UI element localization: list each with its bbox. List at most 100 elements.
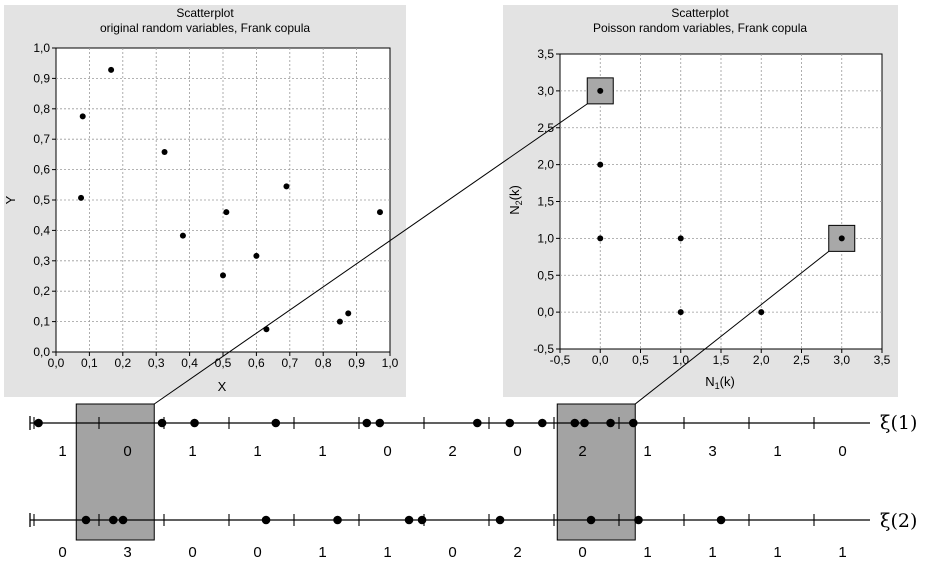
right-y-label-sub: 2 — [514, 200, 524, 205]
interval-count-label: 2 — [578, 443, 586, 460]
left-x-axis-label: X — [218, 379, 227, 394]
p1-x-tick-label: 0,0 — [48, 356, 65, 370]
interval-count-label: 1 — [58, 443, 66, 460]
event-point — [417, 515, 427, 525]
event-point — [375, 418, 385, 428]
left-tick-labels: 0,0 0,1 0,2 0,3 0,4 0,5 0,6 0,7 0,8 0,9 1,0 0,0 0,1 0… — [33, 41, 398, 370]
p2-data-point — [677, 235, 684, 242]
event-point — [34, 418, 43, 428]
p2-y-tick-label: 3,0 — [537, 84, 554, 98]
p1-data-point — [78, 194, 85, 201]
p2-y-tick-label: 1,0 — [537, 231, 554, 245]
poisson-timeline: 1 0 1 1 1 0 2 0 2 1 3 1 0 0 3 0 0 1 1 0 2 0 1 1 1 1 ξ(1) ξ(2) — [29, 403, 917, 561]
right-gridlines — [556, 53, 883, 353]
p1-x-tick-label: 0,4 — [181, 356, 198, 370]
p1-y-tick-label: 0,9 — [33, 71, 50, 85]
p1-x-tick-label: 0,8 — [315, 356, 332, 370]
p2-data-point — [597, 161, 604, 168]
event-point — [586, 515, 596, 525]
p2-data-point — [597, 235, 604, 242]
event-point — [505, 418, 515, 428]
p2-data-point — [677, 309, 684, 316]
interval-count-label: 1 — [318, 443, 326, 460]
p2-y-tick-label: 2,5 — [537, 121, 554, 135]
event-point — [333, 515, 342, 525]
interval-count-label: 0 — [58, 544, 66, 561]
interval-count-label: 3 — [123, 544, 131, 561]
interval-count-label: 2 — [513, 544, 521, 561]
interval-count-label: 1 — [643, 443, 651, 460]
interval-count-label: 1 — [253, 443, 261, 460]
interval-count-label: 1 — [708, 544, 716, 561]
event-point — [473, 418, 482, 428]
left-title: Scatterplot — [176, 6, 234, 20]
timeline-row-xi1: 1 0 1 1 1 0 2 0 2 1 3 1 0 — [29, 416, 870, 460]
interval-count-label: 3 — [708, 443, 716, 460]
left-scatter-panel: 0,0 0,1 0,2 0,3 0,4 0,5 0,6 0,7 0,8 0,9 1,0 0,0 0,1 0… — [3, 5, 406, 397]
p1-y-tick-label: 0,8 — [33, 102, 50, 116]
event-point — [580, 418, 589, 428]
event-point — [629, 418, 638, 428]
p1-x-tick-label: 0,3 — [148, 356, 165, 370]
left-subtitle: original random variables, Frank copula — [100, 21, 310, 35]
interval-count-label: 1 — [318, 544, 326, 561]
event-point — [81, 515, 91, 525]
interval-count-label: 0 — [383, 443, 391, 460]
p1-y-tick-label: 0,7 — [33, 132, 50, 146]
p1-data-point — [253, 252, 260, 259]
event-point — [362, 418, 372, 428]
p1-data-point — [345, 310, 352, 317]
event-point — [109, 515, 118, 525]
p1-data-point — [283, 183, 290, 190]
right-x-axis-label: N1(k) — [705, 374, 735, 391]
right-scatter-panel: -0,5 0,0 0,5 1,0 1,5 2,0 2,5 3,0 3,5 -0,5 0,0 0,5 1,… — [503, 5, 898, 397]
p1-x-tick-label: 1,0 — [382, 356, 399, 370]
left-gridlines — [52, 47, 391, 356]
p1-data-point — [79, 113, 86, 120]
right-data-points — [586, 77, 856, 316]
interval-count-label: 1 — [773, 443, 781, 460]
p2-x-tick-label: 0,5 — [632, 353, 649, 367]
event-point — [261, 515, 271, 525]
p2-x-tick-label: 1,5 — [713, 353, 730, 367]
p2-x-tick-label: -0,5 — [550, 353, 571, 367]
p2-y-tick-label: 0,5 — [537, 268, 554, 282]
left-y-axis-label: Y — [3, 195, 18, 204]
p2-x-tick-label: 0,0 — [592, 353, 609, 367]
p2-data-point — [597, 87, 604, 94]
right-tick-labels: -0,5 0,0 0,5 1,0 1,5 2,0 2,5 3,0 3,5 -0,5 0,0 0,5 1,… — [533, 47, 890, 367]
p1-data-point — [179, 232, 186, 239]
p2-y-tick-label: -0,5 — [533, 342, 554, 356]
p1-y-tick-label: 0,1 — [33, 315, 50, 329]
event-point — [495, 515, 505, 525]
connector-line — [634, 250, 830, 405]
p2-y-tick-label: 1,5 — [537, 195, 554, 209]
right-y-axis-label: N2(k) — [507, 185, 524, 215]
p1-x-tick-label: 0,6 — [248, 356, 265, 370]
p2-y-tick-label: 2,0 — [537, 158, 554, 172]
p1-y-tick-label: 0,2 — [33, 284, 50, 298]
timeline-row-xi2: 0 3 0 0 1 1 0 2 0 1 1 1 1 — [29, 513, 870, 561]
interval-count-label: 2 — [448, 443, 456, 460]
p1-data-point — [220, 272, 226, 279]
p2-x-tick-label: 2,5 — [793, 353, 810, 367]
p1-y-tick-label: 0,4 — [33, 223, 50, 237]
p1-data-point — [161, 148, 168, 155]
event-point — [538, 418, 547, 428]
interval-count-label: 0 — [253, 544, 261, 561]
right-x-label-sub: 1 — [715, 381, 720, 391]
p2-y-tick-label: 0,0 — [537, 305, 554, 319]
p2-x-tick-label: 3,0 — [833, 353, 850, 367]
p1-data-point — [336, 318, 343, 325]
right-y-label-tail: (k) — [507, 185, 522, 200]
right-x-label-base: N — [705, 374, 714, 389]
interval-count-label: 1 — [188, 443, 196, 460]
p2-data-point — [758, 309, 765, 316]
p1-x-tick-label: 0,5 — [215, 356, 232, 370]
interval-count-label: 0 — [448, 544, 456, 561]
p1-y-tick-label: 0,0 — [33, 345, 50, 359]
p1-x-tick-label: 0,9 — [348, 356, 365, 370]
p1-x-tick-label: 0,1 — [81, 356, 98, 370]
interval-count-label: 0 — [123, 443, 131, 460]
highlight-interval-boxes — [75, 403, 636, 541]
